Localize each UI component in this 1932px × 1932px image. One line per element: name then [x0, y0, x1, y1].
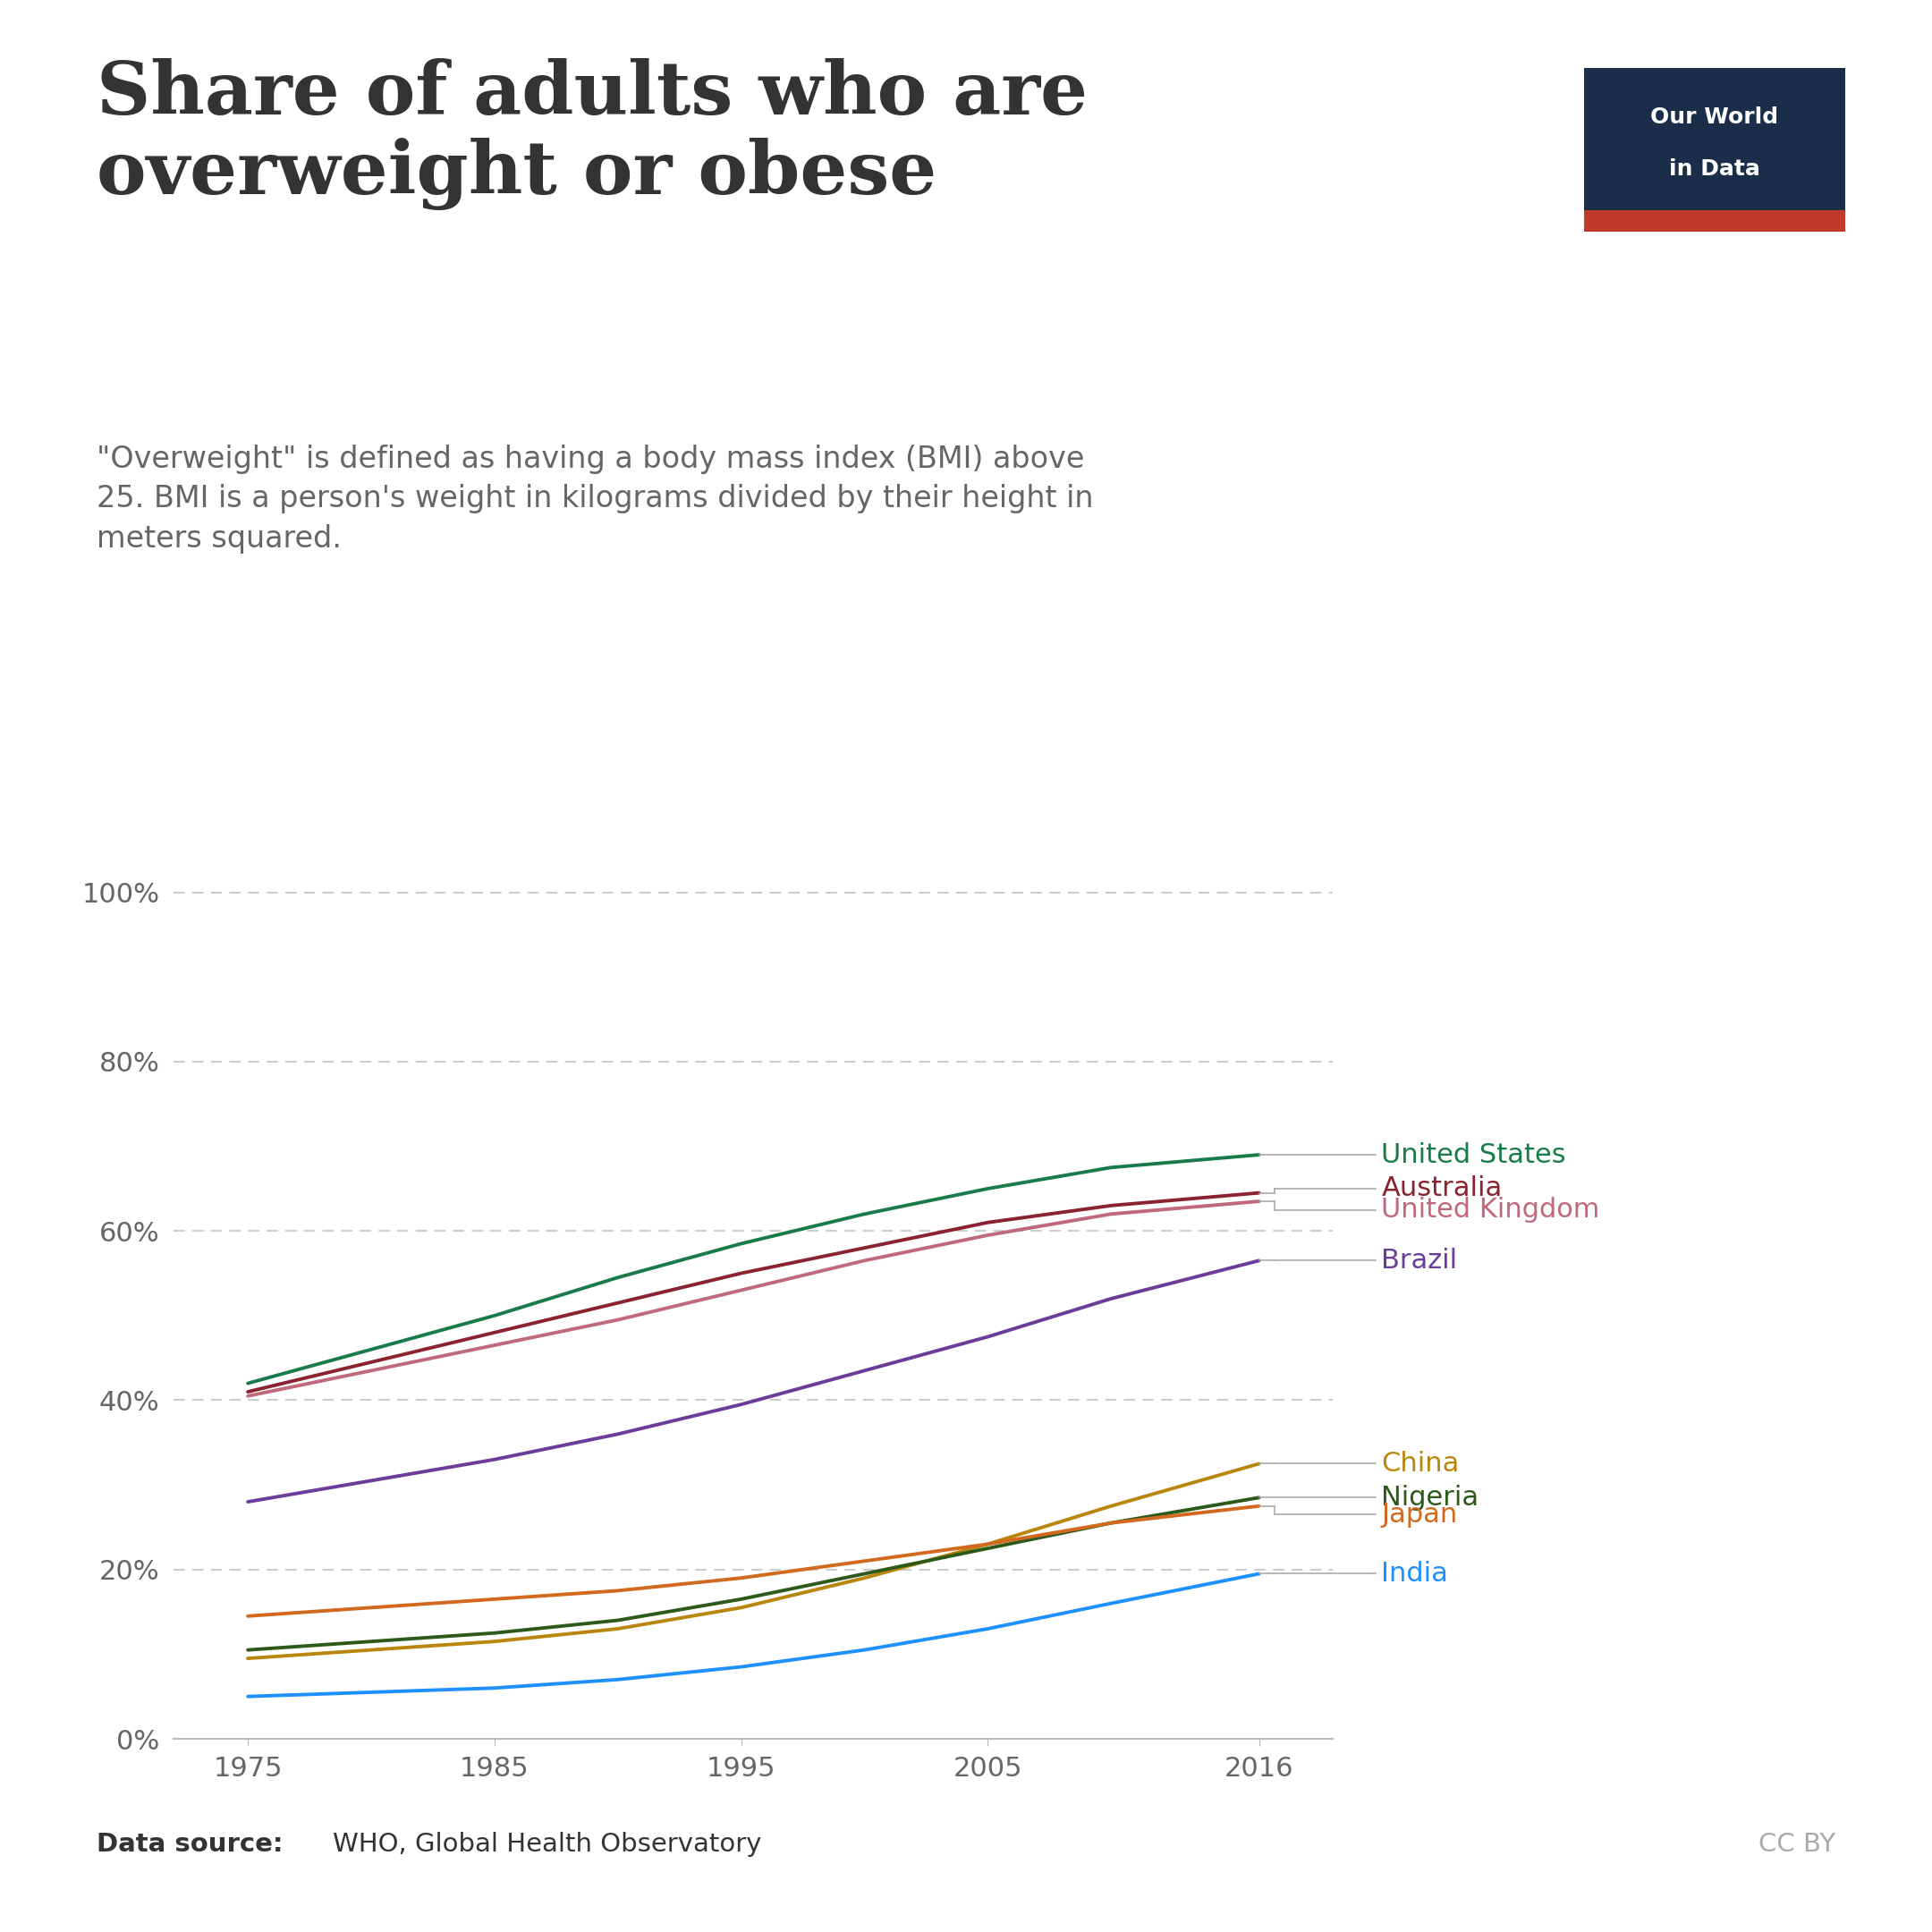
Text: WHO, Global Health Observatory: WHO, Global Health Observatory [332, 1832, 761, 1857]
Text: Our World: Our World [1650, 106, 1779, 128]
Text: Nigeria: Nigeria [1381, 1484, 1480, 1511]
Text: Japan: Japan [1381, 1501, 1457, 1528]
Text: United Kingdom: United Kingdom [1381, 1196, 1600, 1223]
Bar [1584, 211, 1845, 232]
Text: Share of adults who are
overweight or obese: Share of adults who are overweight or ob… [97, 58, 1088, 211]
Text: United States: United States [1381, 1142, 1567, 1167]
Text: India: India [1381, 1561, 1449, 1586]
FancyBboxPatch shape [1584, 68, 1845, 232]
Text: Brazil: Brazil [1381, 1248, 1457, 1273]
Text: China: China [1381, 1451, 1459, 1476]
Text: "Overweight" is defined as having a body mass index (BMI) above
25. BMI is a per: "Overweight" is defined as having a body… [97, 444, 1094, 554]
Text: Data source:: Data source: [97, 1832, 284, 1857]
Text: CC BY: CC BY [1758, 1832, 1835, 1857]
Text: in Data: in Data [1669, 158, 1760, 180]
Text: Australia: Australia [1381, 1177, 1503, 1202]
